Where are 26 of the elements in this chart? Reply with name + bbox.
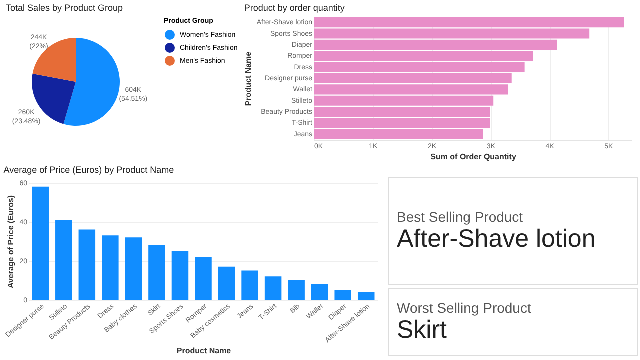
bar <box>264 276 282 300</box>
bar <box>148 245 166 300</box>
bar <box>311 284 328 300</box>
chart-title: Product by order quantity <box>244 3 346 13</box>
text: After-Shave lotion <box>397 224 597 254</box>
bar <box>358 292 375 300</box>
bar <box>56 220 72 300</box>
bar <box>102 236 119 300</box>
bar <box>78 230 96 300</box>
chart-title: Average of Price (Euros) by Product Name <box>4 165 174 175</box>
bar <box>125 238 142 300</box>
bar <box>242 270 258 300</box>
pie-slice <box>64 38 120 126</box>
y-axis-title: Product Name <box>244 51 253 106</box>
bar <box>218 266 236 300</box>
bar <box>288 280 305 300</box>
y-axis-title: Average of Price (Euros) <box>6 195 16 289</box>
bar <box>195 257 212 300</box>
x-axis-title: Product Name <box>176 346 232 356</box>
bar <box>32 186 50 300</box>
text: Worst Selling Product <box>397 300 532 316</box>
chart-title: Total Sales by Product Group <box>6 3 124 13</box>
text: Best Selling Product <box>397 208 524 224</box>
x-axis-title: Sum of Order Quantity <box>430 152 517 162</box>
bar <box>172 251 189 300</box>
bar <box>334 290 352 300</box>
